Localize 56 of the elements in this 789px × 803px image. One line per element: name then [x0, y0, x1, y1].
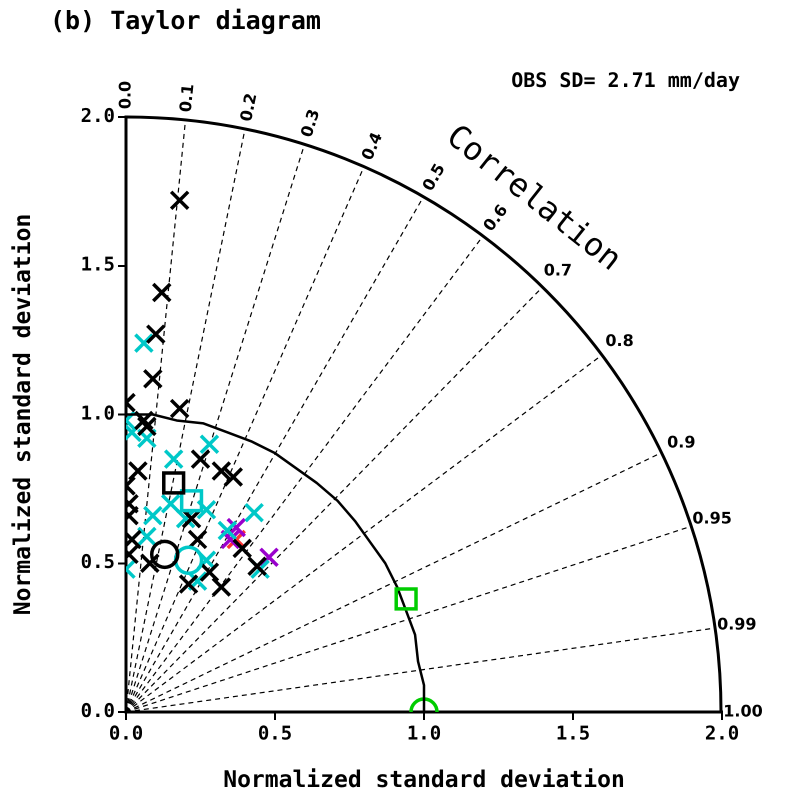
y-tick-label: 0.0 — [80, 700, 115, 722]
point — [152, 282, 172, 303]
text: 0.0 — [115, 80, 134, 110]
point — [162, 471, 186, 495]
annotation: 0.95 — [692, 508, 732, 528]
point — [142, 368, 164, 390]
y-tick-label: 2.0 — [80, 104, 115, 127]
point — [199, 562, 220, 582]
point — [134, 332, 154, 354]
point — [150, 540, 180, 570]
point — [178, 574, 199, 594]
point — [169, 190, 190, 211]
point — [128, 460, 148, 482]
annotation: 0.2 — [236, 91, 260, 124]
point — [394, 587, 418, 611]
text: 0.1 — [176, 82, 198, 114]
point — [136, 416, 158, 437]
text: OBS SD= 2.71 mm/day — [511, 68, 740, 92]
point — [146, 324, 166, 344]
point — [232, 538, 252, 559]
point — [136, 526, 158, 547]
y-axis-title: Normalized standard deviation — [10, 214, 36, 616]
point — [169, 398, 190, 419]
y-tick-label: 0.5 — [80, 551, 115, 574]
point — [190, 448, 211, 470]
annotation: 0.9 — [667, 432, 696, 452]
y-tick-label: 1.0 — [80, 402, 115, 424]
point — [211, 576, 232, 598]
point — [211, 460, 232, 482]
x-tick-label: 1.5 — [556, 722, 590, 744]
point — [244, 502, 264, 523]
y-tick-label: 1.5 — [80, 254, 115, 276]
annotation: 0.3 — [296, 106, 324, 140]
point — [180, 489, 204, 512]
annotation: 0.99 — [717, 614, 757, 634]
x-axis-title: Normalized standard deviation — [223, 767, 625, 794]
point — [134, 410, 154, 431]
point — [160, 494, 181, 514]
annotation: 0.4 — [357, 129, 386, 163]
point — [163, 448, 184, 470]
annotation: 0.8 — [605, 331, 634, 350]
point — [196, 499, 217, 520]
x-tick-label: 0.5 — [258, 722, 292, 744]
point — [258, 547, 280, 568]
x-tick-label: 1.0 — [406, 722, 442, 744]
x-tick-label: 0.0 — [108, 722, 144, 744]
point — [223, 466, 244, 488]
chart-title: (b) Taylor diagram — [50, 6, 321, 35]
point — [217, 520, 238, 541]
text: 1.00 — [723, 701, 763, 720]
point — [140, 553, 160, 574]
annotation: 0.5 — [418, 160, 449, 194]
point — [199, 434, 220, 454]
point — [142, 505, 164, 526]
x-tick-label: 2.0 — [704, 722, 740, 744]
point — [187, 529, 208, 550]
